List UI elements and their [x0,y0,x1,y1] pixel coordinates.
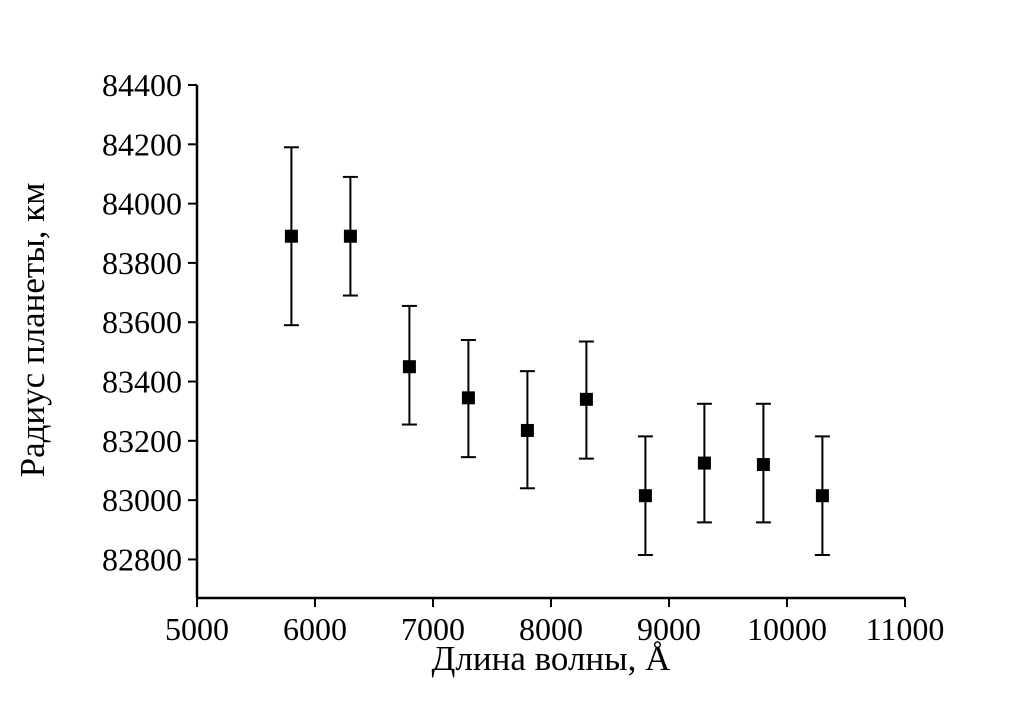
y-tick-label: 84200 [102,126,182,162]
x-tick-label: 6000 [283,611,347,647]
y-tick-label: 82800 [102,541,182,577]
x-tick-label: 9000 [637,611,701,647]
y-tick-label: 83400 [102,364,182,400]
x-tick-label: 7000 [401,611,465,647]
x-tick-label: 5000 [165,611,229,647]
data-point-marker [520,423,534,437]
y-axis-title: Радиус планеты, км [13,183,52,478]
data-point-marker [461,391,475,405]
y-tick-label: 83600 [102,304,182,340]
x-tick-label: 10000 [747,611,827,647]
data-point-marker [697,456,711,470]
y-tick-label: 83800 [102,245,182,281]
data-point-marker [343,229,357,243]
x-axis-title: Длина волны, Å [432,639,672,678]
data-point-marker [756,458,770,472]
x-tick-label: 11000 [866,611,945,647]
x-tick-label: 8000 [519,611,583,647]
y-tick-label: 84000 [102,186,182,222]
y-tick-label: 83000 [102,482,182,518]
y-tick-label: 84400 [102,67,182,103]
data-point-marker [638,489,652,503]
data-point-marker [579,392,593,406]
data-point-marker [284,229,298,243]
data-point-marker [815,489,829,503]
data-point-marker [402,360,416,374]
y-tick-label: 83200 [102,423,182,459]
plot-layer: 5000 6000 7000 8000 9000 10000 11000 82800 83000… [102,67,944,647]
